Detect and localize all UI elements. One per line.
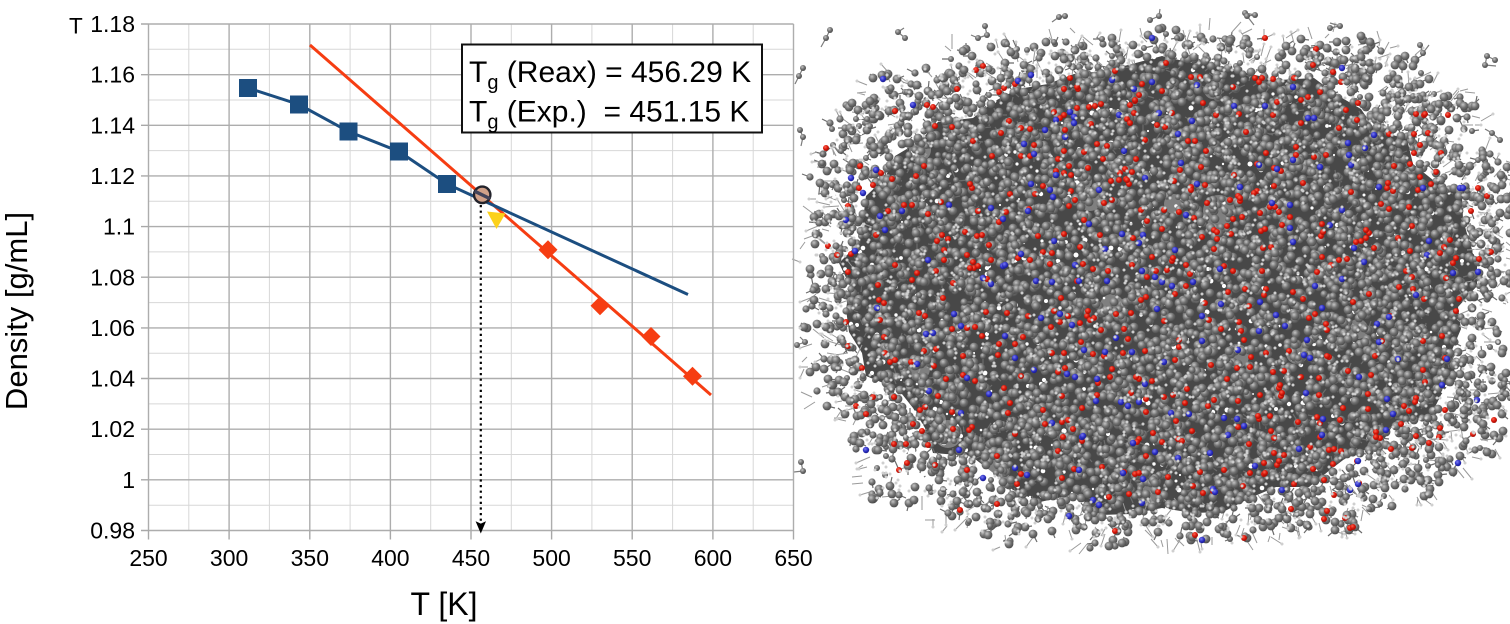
svg-text:400: 400 — [371, 545, 409, 571]
svg-text:1.1: 1.1 — [103, 214, 135, 240]
svg-text:500: 500 — [532, 545, 570, 571]
svg-text:550: 550 — [613, 545, 651, 571]
svg-text:1.14: 1.14 — [90, 112, 135, 138]
svg-text:T: T — [69, 14, 83, 39]
svg-text:1.16: 1.16 — [90, 62, 135, 88]
svg-text:650: 650 — [774, 545, 812, 571]
svg-text:Tg (Reax) = 456.29 K: Tg (Reax) = 456.29 K — [469, 56, 751, 94]
svg-text:1.12: 1.12 — [90, 163, 135, 189]
svg-text:250: 250 — [129, 545, 167, 571]
svg-text:600: 600 — [694, 545, 732, 571]
svg-text:1.04: 1.04 — [90, 366, 135, 392]
svg-text:1.02: 1.02 — [90, 416, 135, 442]
svg-text:T [K]: T [K] — [411, 586, 478, 622]
svg-text:1.08: 1.08 — [90, 264, 135, 290]
svg-text:Density [g/mL]: Density [g/mL] — [0, 212, 34, 410]
svg-text:300: 300 — [210, 545, 248, 571]
svg-text:1.18: 1.18 — [90, 11, 135, 37]
svg-text:350: 350 — [291, 545, 329, 571]
svg-text:1: 1 — [122, 467, 135, 493]
svg-text:0.98: 0.98 — [90, 518, 135, 544]
svg-text:450: 450 — [452, 545, 490, 571]
svg-text:1.06: 1.06 — [90, 315, 135, 341]
svg-text:Tg (Exp.) = 451.15 K: Tg (Exp.) = 451.15 K — [469, 96, 749, 134]
